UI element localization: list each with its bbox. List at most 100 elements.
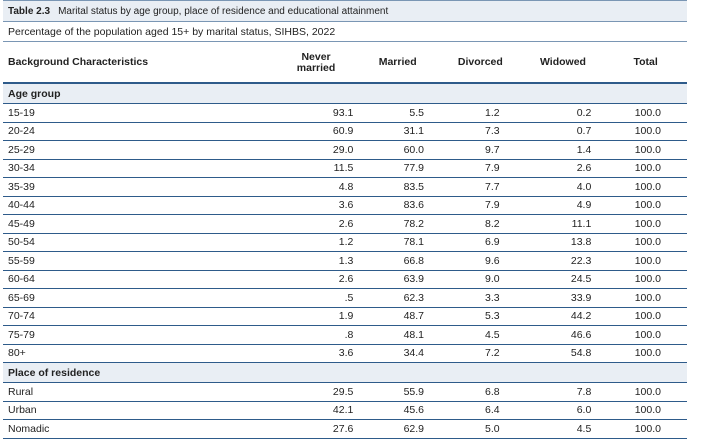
- table-row: 65-69.5 62.3 3.3 33.9 100.0: [3, 288, 687, 308]
- cell-married: 78.1: [356, 233, 439, 252]
- cell-total: 100.0: [604, 122, 687, 141]
- header-never-married-line2: married: [296, 62, 336, 74]
- cell-never-married: .5: [275, 288, 357, 308]
- cell-widowed: 4.5: [521, 419, 605, 439]
- cell-never-married: .8: [275, 325, 357, 345]
- table-row: 55-59 1.3 66.8 9.6 22.3 100.0: [3, 251, 687, 271]
- cell-total: 100.0: [604, 196, 687, 215]
- cell-never-married: 4.8: [275, 177, 357, 197]
- cell-total: 100.0: [604, 140, 687, 160]
- table-row: 45-49 2.6 78.2 8.2 11.1 100.0: [3, 214, 687, 234]
- cell-never-married: 29.5: [275, 382, 357, 402]
- cell-married: 48.7: [356, 307, 439, 326]
- cell-divorced: 4.5: [439, 325, 522, 345]
- header-never-married: Never married: [275, 42, 357, 84]
- cell-married: 63.9: [356, 270, 439, 289]
- cell-married: 5.5: [356, 103, 439, 123]
- cell-married: 60.0: [356, 140, 439, 160]
- table-body: Age group 15-19 93.1 5.5 1.2 0.2 100.0 20-24 60.…: [3, 83, 687, 439]
- table-row: 20-24 60.9 31.1 7.3 0.7 100.0: [3, 122, 687, 141]
- cell-total: 100.0: [604, 344, 687, 363]
- cell-total: 100.0: [604, 233, 687, 252]
- cell-never-married: 3.6: [275, 196, 357, 215]
- section-header-row: Place of residence: [3, 362, 687, 383]
- row-label: 65-69: [3, 288, 276, 308]
- cell-widowed: 6.0: [521, 401, 605, 420]
- row-label: 55-59: [3, 251, 276, 271]
- row-label: 15-19: [3, 103, 276, 123]
- cell-total: 100.0: [604, 307, 687, 326]
- cell-divorced: 7.9: [439, 196, 522, 215]
- cell-divorced: 7.2: [439, 344, 522, 363]
- row-label: 45-49: [3, 214, 276, 234]
- cell-widowed: 11.1: [521, 214, 605, 234]
- row-label: 40-44: [3, 196, 276, 215]
- cell-married: 77.9: [356, 159, 439, 178]
- cell-divorced: 9.7: [439, 140, 522, 160]
- cell-divorced: 8.2: [439, 214, 522, 234]
- cell-total: 100.0: [604, 159, 687, 178]
- cell-widowed: 46.6: [521, 325, 605, 345]
- row-label: 60-64: [3, 270, 276, 289]
- table-subtitle: Percentage of the population aged 15+ by…: [3, 22, 687, 42]
- cell-married: 45.6: [356, 401, 439, 420]
- row-label: Urban: [3, 401, 276, 420]
- cell-widowed: 4.9: [521, 196, 605, 215]
- cell-total: 100.0: [604, 401, 687, 420]
- row-label: 75-79: [3, 325, 276, 345]
- cell-total: 100.0: [604, 270, 687, 289]
- cell-widowed: 44.2: [521, 307, 605, 326]
- table-row: Urban 42.1 45.6 6.4 6.0 100.0: [3, 401, 687, 420]
- cell-divorced: 7.7: [439, 177, 522, 197]
- table-number: Table 2.3: [8, 5, 51, 17]
- cell-never-married: 1.2: [275, 233, 357, 252]
- cell-never-married: 2.6: [275, 270, 357, 289]
- cell-widowed: 1.4: [521, 140, 605, 160]
- row-label: 35-39: [3, 177, 276, 197]
- row-label: 70-74: [3, 307, 276, 326]
- cell-never-married: 93.1: [275, 103, 357, 123]
- cell-never-married: 1.3: [275, 251, 357, 271]
- cell-never-married: 1.9: [275, 307, 357, 326]
- table-row: Rural 29.5 55.9 6.8 7.8 100.0: [3, 382, 687, 402]
- table-row: 40-44 3.6 83.6 7.9 4.9 100.0: [3, 196, 687, 215]
- section-label: Age group: [3, 83, 687, 104]
- cell-married: 34.4: [356, 344, 439, 363]
- table-row: 80+ 3.6 34.4 7.2 54.8 100.0: [3, 344, 687, 363]
- cell-total: 100.0: [604, 419, 687, 439]
- cell-married: 83.5: [356, 177, 439, 197]
- marital-status-table: Background Characteristics Never married…: [3, 42, 687, 439]
- row-label: 20-24: [3, 122, 276, 141]
- cell-married: 78.2: [356, 214, 439, 234]
- cell-divorced: 3.3: [439, 288, 522, 308]
- row-label: Nomadic: [3, 419, 276, 439]
- cell-never-married: 11.5: [275, 159, 357, 178]
- table-container: Table 2.3 Marital status by age group, p…: [3, 0, 687, 439]
- cell-widowed: 54.8: [521, 344, 605, 363]
- cell-total: 100.0: [604, 177, 687, 197]
- table-row: 35-39 4.8 83.5 7.7 4.0 100.0: [3, 177, 687, 197]
- cell-total: 100.0: [604, 288, 687, 308]
- cell-never-married: 3.6: [275, 344, 357, 363]
- cell-total: 100.0: [604, 251, 687, 271]
- cell-widowed: 22.3: [521, 251, 605, 271]
- row-label: 50-54: [3, 233, 276, 252]
- row-label: 30-34: [3, 159, 276, 178]
- cell-widowed: 33.9: [521, 288, 605, 308]
- cell-total: 100.0: [604, 325, 687, 345]
- table-row: Nomadic 27.6 62.9 5.0 4.5 100.0: [3, 419, 687, 439]
- cell-married: 62.9: [356, 419, 439, 439]
- header-never-married-line1: Never: [301, 51, 331, 63]
- cell-never-married: 42.1: [275, 401, 357, 420]
- table-row: 50-54 1.2 78.1 6.9 13.8 100.0: [3, 233, 687, 252]
- cell-never-married: 27.6: [275, 419, 357, 439]
- cell-married: 55.9: [356, 382, 439, 402]
- table-row: 15-19 93.1 5.5 1.2 0.2 100.0: [3, 103, 687, 123]
- table-row: 70-74 1.9 48.7 5.3 44.2 100.0: [3, 307, 687, 326]
- table-header: Background Characteristics Never married…: [3, 42, 687, 84]
- cell-divorced: 6.4: [439, 401, 522, 420]
- cell-widowed: 7.8: [521, 382, 605, 402]
- table-row: 25-29 29.0 60.0 9.7 1.4 100.0: [3, 140, 687, 160]
- table-title: Marital status by age group, place of re…: [58, 5, 389, 17]
- cell-widowed: 13.8: [521, 233, 605, 252]
